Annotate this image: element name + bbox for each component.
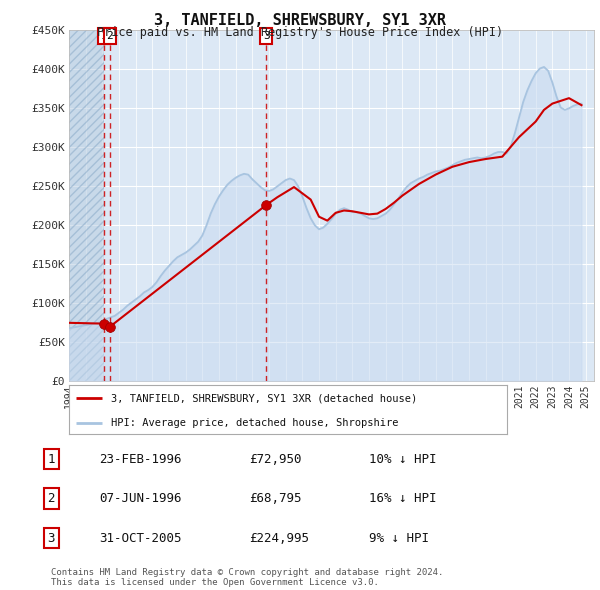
Text: 10% ↓ HPI: 10% ↓ HPI: [369, 453, 437, 466]
Text: 1: 1: [47, 453, 55, 466]
Text: £72,950: £72,950: [249, 453, 302, 466]
Bar: [69, 30, 104, 381]
Text: 3: 3: [47, 532, 55, 545]
Text: £68,795: £68,795: [249, 492, 302, 505]
Text: 1: 1: [101, 31, 108, 41]
Text: 16% ↓ HPI: 16% ↓ HPI: [369, 492, 437, 505]
Text: 3, TANFIELD, SHREWSBURY, SY1 3XR (detached house): 3, TANFIELD, SHREWSBURY, SY1 3XR (detach…: [110, 394, 417, 404]
Text: 23-FEB-1996: 23-FEB-1996: [99, 453, 182, 466]
Text: 07-JUN-1996: 07-JUN-1996: [99, 492, 182, 505]
Text: Contains HM Land Registry data © Crown copyright and database right 2024.
This d: Contains HM Land Registry data © Crown c…: [51, 568, 443, 587]
Text: 3: 3: [263, 31, 269, 41]
Text: 3, TANFIELD, SHREWSBURY, SY1 3XR: 3, TANFIELD, SHREWSBURY, SY1 3XR: [154, 13, 446, 28]
Text: 9% ↓ HPI: 9% ↓ HPI: [369, 532, 429, 545]
Text: 2: 2: [47, 492, 55, 505]
Text: HPI: Average price, detached house, Shropshire: HPI: Average price, detached house, Shro…: [110, 418, 398, 428]
Text: Price paid vs. HM Land Registry's House Price Index (HPI): Price paid vs. HM Land Registry's House …: [97, 26, 503, 39]
Text: 31-OCT-2005: 31-OCT-2005: [99, 532, 182, 545]
Text: 2: 2: [106, 31, 113, 41]
Text: £224,995: £224,995: [249, 532, 309, 545]
